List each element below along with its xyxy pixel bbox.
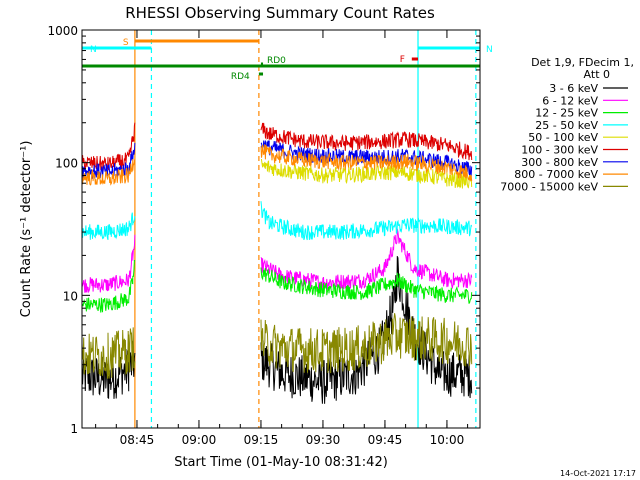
- x-tick-label-1: 08:45: [120, 433, 155, 447]
- legend-header-line-1: Det 1,9, FDecim 1,: [531, 56, 634, 69]
- series-line-4: [81, 201, 473, 241]
- legend-label-1: 3 - 6 keV: [549, 82, 598, 95]
- series-line-6: [81, 122, 473, 171]
- flag-bar-7: [82, 64, 480, 68]
- series-line-8: [81, 144, 473, 186]
- y-axis-ticks: 1 10 100 1000: [47, 24, 480, 436]
- legend-label-7: 300 - 800 keV: [521, 156, 598, 169]
- series-line-3: [81, 259, 473, 313]
- x-tick-label-6: 10:00: [430, 433, 465, 447]
- series-line-2: [81, 228, 473, 294]
- flag-label-3: N: [486, 45, 493, 55]
- chart-title: RHESSI Observing Summary Count Rates: [125, 4, 435, 22]
- footer-timestamp: 14-Oct-2021 17:17: [560, 469, 636, 478]
- legend-label-2: 6 - 12 keV: [542, 94, 598, 107]
- y-tick-label-4: 1000: [47, 24, 78, 38]
- flag-bar-2: [82, 46, 152, 50]
- flag-bars: S N N F RD0 RD4: [82, 38, 493, 82]
- x-axis-label: Start Time (01-May-10 08:31:42): [174, 455, 388, 470]
- x-tick-label-2: 09:00: [182, 433, 217, 447]
- legend-header-line-2: Att 0: [584, 68, 610, 81]
- series-line-9: [81, 313, 473, 379]
- flag-bar-1: [134, 39, 259, 43]
- x-axis-ticks: 08:45 09:00 09:15 09:30 09:45 10:00: [95, 30, 469, 447]
- legend-label-3: 12 - 25 keV: [535, 107, 598, 120]
- flag-label-1: S: [123, 38, 129, 48]
- flag-label-4: F: [400, 55, 405, 65]
- legend-label-4: 25 - 50 keV: [535, 119, 598, 132]
- legend-label-9: 7000 - 15000 keV: [500, 180, 598, 193]
- flag-bar-5: [260, 62, 264, 66]
- y-axis-label: Count Rate (s⁻¹ detector⁻¹): [19, 141, 34, 318]
- flag-label-6: RD4: [231, 72, 250, 82]
- flag-label-5: RD0: [267, 56, 286, 66]
- series-layer: [81, 122, 473, 404]
- y-tick-label-3: 100: [55, 157, 78, 171]
- flag-bar-4: [411, 57, 419, 61]
- x-tick-label-5: 09:45: [368, 433, 403, 447]
- x-tick-label-4: 09:30: [306, 433, 341, 447]
- y-tick-label-2: 10: [63, 289, 78, 303]
- plot-frame: [81, 29, 481, 429]
- y-tick-label-1: 1: [70, 422, 78, 436]
- x-tick-label-3: 09:15: [244, 433, 279, 447]
- flag-bar-3: [418, 46, 480, 50]
- flag-label-2: N: [90, 45, 97, 55]
- legend-label-6: 100 - 300 keV: [521, 144, 598, 157]
- legend-label-8: 800 - 7000 keV: [514, 168, 598, 181]
- legend-label-5: 50 - 100 keV: [528, 131, 598, 144]
- flag-bar-6: [258, 72, 264, 76]
